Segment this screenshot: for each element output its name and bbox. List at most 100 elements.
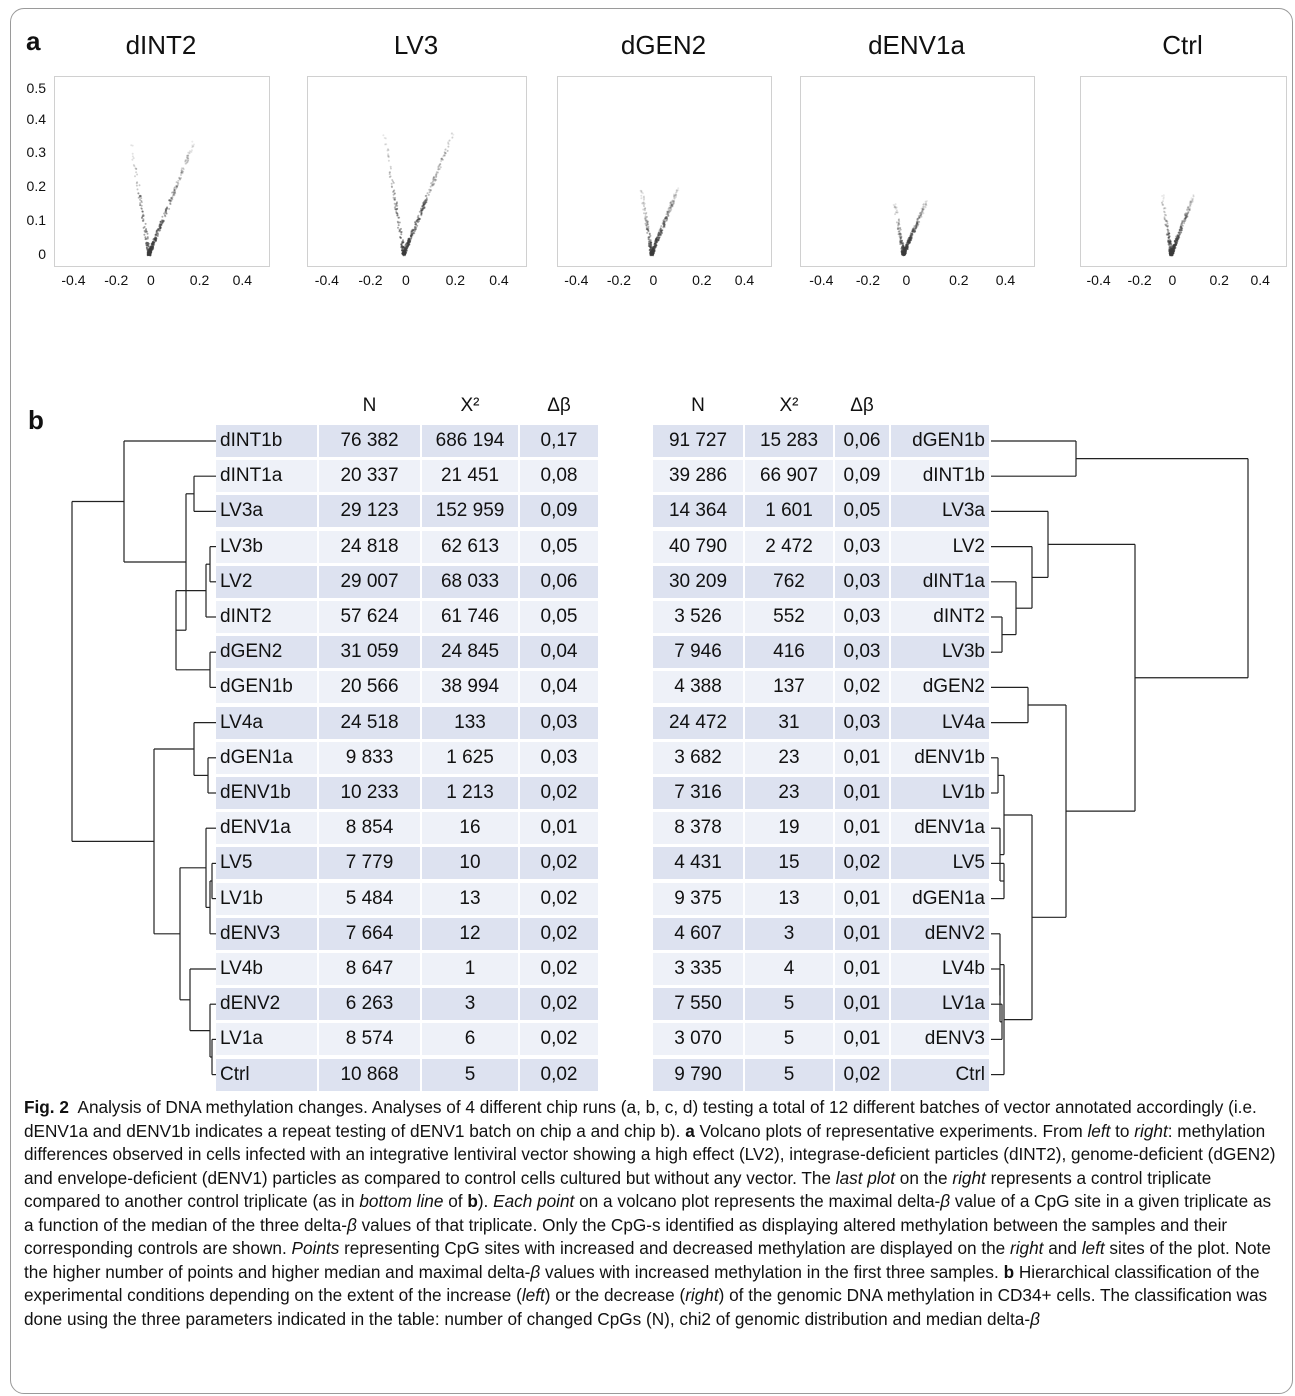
- left-table-cell: 0,01: [520, 812, 598, 845]
- left-table-cell: 8 647: [319, 953, 420, 985]
- volcano-title-2: dGEN2: [620, 30, 707, 60]
- right-table-cell: 40 790: [653, 530, 743, 563]
- x-tick-label: -0.2: [606, 272, 632, 288]
- left-table-cell: 8 574: [319, 1023, 420, 1056]
- left-table-cell: 0,02: [520, 917, 598, 950]
- right-table-cell: dINT1b: [891, 460, 989, 493]
- x-tick-label: -0.4: [1086, 272, 1111, 288]
- volcano-points-2: [639, 187, 680, 257]
- x-tick-label: 0.4: [489, 272, 509, 288]
- left-table-cell: 6 263: [319, 988, 420, 1021]
- caption-p10: sites of the plot. Note the higher numbe…: [24, 1238, 1271, 1282]
- caption-right-3: right: [1010, 1238, 1044, 1258]
- left-table-cell: LV3b: [216, 530, 317, 563]
- left-table-cell: 10 233: [319, 777, 420, 809]
- right-table-cell: 66 907: [745, 460, 833, 493]
- left-table-cell: 0,02: [520, 847, 598, 880]
- right-table-cell: 13: [745, 882, 833, 915]
- volcano-title-0: dINT2: [125, 30, 197, 60]
- volcano-points-0: [130, 140, 195, 257]
- right-table-cell: 0,02: [835, 847, 889, 880]
- left-table-cell: dENV1b: [216, 777, 317, 809]
- right-table-cell: 2 472: [745, 530, 833, 563]
- left-table-cell: 1 213: [422, 777, 518, 809]
- left-table-cell: LV4b: [216, 953, 317, 985]
- left-table-cell: 0,08: [520, 460, 598, 493]
- right-table-cell: 0,01: [835, 741, 889, 774]
- right-table-cell: LV4b: [891, 953, 989, 985]
- right-table-cell: 0,09: [835, 460, 889, 493]
- right-table-cell: 5: [745, 1058, 833, 1091]
- left-table-cell: 686 194: [422, 425, 518, 457]
- left-table-cell: 10: [422, 847, 518, 880]
- header-chi-left: X²: [460, 395, 480, 416]
- caption-right-2: right: [952, 1167, 986, 1188]
- left-table-cell: 5: [422, 1058, 518, 1091]
- x-tick-label: -0.4: [61, 272, 86, 288]
- caption-right-1: right: [1134, 1120, 1168, 1141]
- left-table-cell: 68 033: [422, 565, 518, 598]
- left-table-cell: 0,03: [520, 741, 598, 774]
- caption-each-point: Each point: [493, 1191, 575, 1211]
- right-table-cell: 0,03: [835, 601, 889, 633]
- left-table-cell: 10 868: [319, 1058, 420, 1091]
- right-table-cell: LV4a: [891, 706, 989, 739]
- right-table-cell: 1 601: [745, 495, 833, 528]
- left-table-cell: 21 451: [422, 460, 518, 493]
- header-db-left: Δβ: [547, 395, 571, 416]
- right-table-cell: LV3a: [891, 495, 989, 528]
- right-table-cell: 4 607: [653, 917, 743, 950]
- right-table-cell: 0,01: [835, 1023, 889, 1056]
- left-table-cell: dINT1b: [216, 425, 317, 457]
- left-table-cell: 0,03: [520, 706, 598, 739]
- left-table-cell: 0,02: [520, 1023, 598, 1056]
- y-tick-label: 0.2: [26, 178, 46, 194]
- caption-p12: Hierarchical classification of the exper…: [24, 1261, 1260, 1306]
- right-table-cell: 762: [745, 565, 833, 598]
- left-table-cell: 7 664: [319, 917, 420, 950]
- caption-from: From: [1042, 1120, 1083, 1141]
- caption-p6: on a volcano plot represents the maximal…: [579, 1191, 941, 1211]
- right-table-cell: 0,01: [835, 953, 889, 985]
- right-table-cell: 0,03: [835, 530, 889, 563]
- left-table-cell: 24 845: [422, 636, 518, 669]
- caption-left-1: left: [1087, 1120, 1111, 1141]
- right-table-cell: 137: [745, 671, 833, 704]
- caption-p5: ).: [477, 1191, 489, 1211]
- caption-p14: ) of the genomic DNA methylation in CD34…: [24, 1285, 1268, 1329]
- right-table-cell: 19: [745, 812, 833, 845]
- right-table-cell: 3 526: [653, 601, 743, 633]
- right-table-cell: dENV1b: [891, 741, 989, 774]
- left-table-cell: 12: [422, 917, 518, 950]
- caption-beta-4: β: [1030, 1308, 1040, 1329]
- right-table-cell: dINT1a: [891, 565, 989, 598]
- left-table-cell: 1 625: [422, 741, 518, 774]
- right-table-cell: 31: [745, 706, 833, 739]
- left-table-cell: LV5: [216, 847, 317, 880]
- left-table-cell: dENV2: [216, 988, 317, 1021]
- caption-p7: value of a CpG site in a given triplicat…: [24, 1191, 1272, 1235]
- left-table-cell: 7 779: [319, 847, 420, 880]
- right-table-cell: 9 790: [653, 1058, 743, 1091]
- left-table-cell: 29 007: [319, 565, 420, 598]
- volcano-points-1: [382, 132, 455, 257]
- right-table-cell: LV3b: [891, 636, 989, 669]
- right-table-cell: 0,03: [835, 636, 889, 669]
- right-table-cell: 552: [745, 601, 833, 633]
- caption-p9: representing CpG sites with increased an…: [344, 1238, 1006, 1258]
- left-table-cell: 20 566: [319, 671, 420, 704]
- x-tick-label: 0: [902, 272, 911, 288]
- right-table-cell: 14 364: [653, 495, 743, 528]
- y-tick-label: 0: [38, 246, 46, 262]
- right-table-cell: 0,01: [835, 777, 889, 809]
- right-table-cell: 15 283: [745, 425, 833, 457]
- left-table-cell: 0,17: [520, 425, 598, 457]
- right-table-cell: LV2: [891, 530, 989, 563]
- caption-p2: Volcano plots of representative experime…: [699, 1120, 1038, 1141]
- right-table-cell: 4: [745, 953, 833, 985]
- left-table-cell: 31 059: [319, 636, 420, 669]
- right-table-cell: dGEN2: [891, 671, 989, 704]
- y-tick-label: 0.1: [26, 212, 46, 228]
- x-tick-label: 0: [1168, 272, 1177, 288]
- figure-caption: Fig. 2 Analysis of DNA methylation chang…: [24, 1096, 1279, 1331]
